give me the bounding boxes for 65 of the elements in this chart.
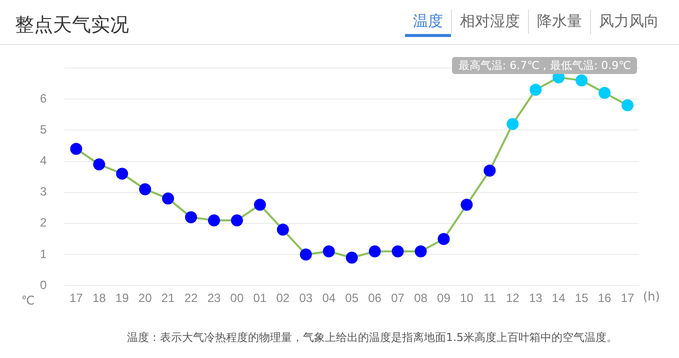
point <box>93 158 106 170</box>
x-tick-label: 09 <box>437 291 451 306</box>
x-tick-label: 21 <box>161 291 176 306</box>
x-tick-label: 23 <box>207 291 221 306</box>
point <box>276 224 289 236</box>
point <box>116 168 128 180</box>
point <box>254 198 266 211</box>
x-tick-label: 17 <box>69 291 84 306</box>
x-tick-label: 02 <box>276 291 290 306</box>
x-tick-label: 22 <box>184 291 198 306</box>
x-tick-label: 18 <box>92 291 106 306</box>
x-axis-title: (h) <box>643 290 660 304</box>
chart-title: 整点天气实况 <box>15 13 129 38</box>
x-tick-label: 12 <box>506 291 520 306</box>
text: 风力风向 <box>590 10 667 34</box>
y-tick-label: 2 <box>40 216 47 230</box>
x-tick-label: 03 <box>299 291 313 306</box>
x-tick-label: 04 <box>322 291 336 306</box>
point <box>598 86 611 99</box>
point <box>139 183 152 196</box>
text: 降水量 <box>528 10 590 34</box>
point <box>530 84 542 96</box>
point <box>70 142 82 155</box>
point <box>300 248 312 261</box>
y-tick-label: 0 <box>40 278 47 292</box>
x-tick-label: 17 <box>620 291 635 306</box>
y-tick-label: 3 <box>40 184 47 199</box>
point <box>230 214 243 226</box>
point <box>392 245 404 258</box>
point <box>460 198 473 211</box>
text: 温度：表示大气冷热程度的物理量，气象上给出的温度是指离地面1.5米高度上百叶箱中的空气温度。 <box>127 330 618 345</box>
x-tick-label: 20 <box>138 291 152 306</box>
x-tick-label: 11 <box>483 291 496 306</box>
point <box>438 232 450 245</box>
x-tick-label: 07 <box>391 291 405 306</box>
annotation: 最高气温: 6.7℃ , 最低气温: 0.9℃ <box>452 57 637 74</box>
x-tick-label: 01 <box>253 291 267 306</box>
x-tick-label: 19 <box>115 291 130 306</box>
point <box>185 211 198 224</box>
point <box>484 164 496 177</box>
point <box>622 99 634 112</box>
x-tick-label: 08 <box>414 291 428 306</box>
y-axis-title: ℃ <box>21 294 35 308</box>
x-tick-label: 06 <box>368 291 382 306</box>
point <box>322 245 335 258</box>
point <box>506 118 519 130</box>
x-tick-label: 14 <box>552 291 566 306</box>
text: 温度 <box>405 10 451 37</box>
x-tick-label: 13 <box>528 291 543 306</box>
point <box>414 245 427 258</box>
text: 相对湿度 <box>451 10 528 34</box>
x-tick-label: 16 <box>598 291 612 306</box>
y-tick-label: 5 <box>40 122 47 136</box>
point <box>162 192 174 205</box>
point <box>208 214 220 226</box>
y-tick-label: 1 <box>40 246 47 261</box>
point <box>368 245 381 258</box>
x-tick-label: 15 <box>574 291 589 306</box>
y-tick-label: 6 <box>40 91 47 106</box>
point <box>576 74 588 86</box>
y-tick-label: 4 <box>40 154 47 168</box>
point <box>346 252 358 264</box>
x-tick-label: 10 <box>460 291 474 306</box>
x-tick-label: 00 <box>230 291 244 306</box>
x-tick-label: 05 <box>345 291 359 306</box>
